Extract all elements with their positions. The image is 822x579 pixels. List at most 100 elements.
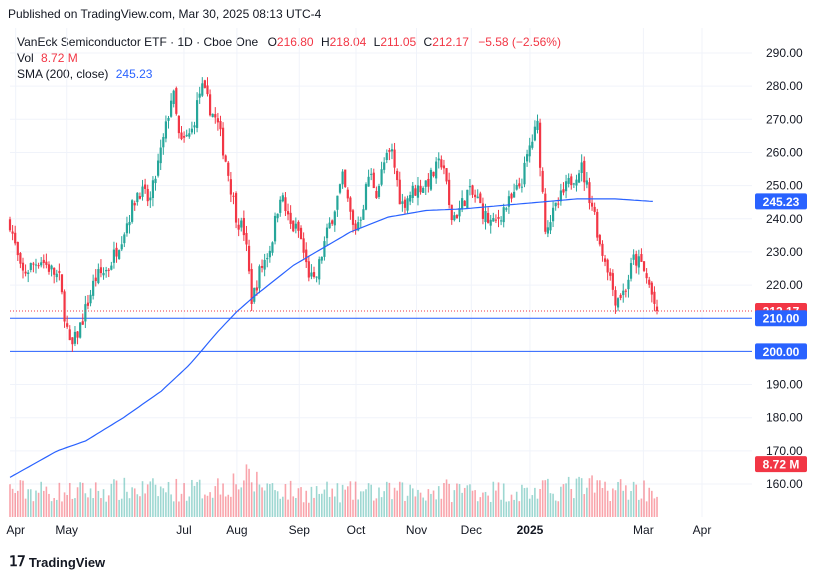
candle-body [564, 181, 568, 192]
volume-bar [248, 468, 250, 517]
volume-bar [310, 486, 313, 517]
candle-body [234, 193, 238, 223]
candle-body [242, 217, 245, 236]
candle-body [435, 161, 438, 179]
candle-body [263, 259, 266, 270]
candle-body [559, 190, 562, 202]
candle-body [224, 155, 227, 162]
candle-body [281, 195, 284, 202]
volume-bar [489, 501, 492, 517]
candle-body [364, 184, 368, 210]
candle-body [525, 154, 529, 162]
volume-bar [437, 486, 440, 517]
price-tick-220.00: 220.00 [766, 278, 803, 292]
candlesticks [8, 77, 659, 352]
candle-body [419, 185, 422, 193]
price-tick-260.00: 260.00 [766, 145, 803, 159]
volume-bar [276, 491, 279, 517]
candle-body [53, 267, 56, 275]
candle-body [523, 162, 526, 185]
candle-body [338, 184, 342, 193]
volume-bar [92, 498, 94, 517]
volume-bar [279, 498, 282, 517]
volume-bar [541, 480, 544, 517]
volume-bar [432, 490, 435, 517]
sma-row: SMA (200, close) 245.23 [17, 66, 561, 82]
volume-bar [495, 490, 497, 517]
volume-bar [619, 479, 622, 517]
volume-bar [19, 480, 22, 517]
candle-body [645, 273, 648, 279]
volume-bar [450, 502, 453, 517]
candle-body [357, 222, 360, 231]
volume-bar [648, 487, 651, 517]
volume-label[interactable]: Vol [17, 51, 34, 65]
candle-body [596, 211, 599, 238]
volume-bar [305, 490, 308, 517]
volume-bar [141, 481, 144, 517]
tradingview-footer[interactable]: 𝟣𝟩 TradingView [9, 554, 105, 570]
volume-bar [606, 490, 609, 517]
candle-body [351, 210, 355, 225]
candle-body [131, 200, 134, 222]
volume-bar [128, 498, 131, 517]
candle-body [538, 122, 542, 168]
candle-body [151, 180, 155, 199]
volume-bar [149, 481, 152, 517]
volume-bar [557, 501, 560, 517]
volume-bar [570, 489, 573, 517]
candle-body [593, 206, 596, 212]
sma-label[interactable]: SMA (200, close) [17, 67, 109, 81]
volume-bar [258, 484, 261, 517]
volume-bar [622, 490, 625, 517]
candle-body [484, 211, 487, 223]
volume-bar [74, 498, 76, 517]
volume-bar [396, 490, 398, 517]
volume-bar [24, 498, 27, 517]
candle-body [611, 273, 614, 290]
volume-bar [463, 487, 466, 517]
candle-body [136, 192, 139, 203]
volume-bar [523, 487, 526, 517]
candle-body [185, 134, 188, 137]
volume-bars [9, 464, 658, 517]
volume-bar [292, 496, 295, 517]
volume-bar [352, 499, 354, 517]
volume-bar [42, 490, 45, 517]
volume-bar [79, 482, 81, 517]
volume-bar [404, 500, 406, 517]
candle-body [149, 197, 152, 201]
volume-bar [84, 493, 87, 517]
candle-body [533, 126, 536, 141]
volume-bar [14, 493, 16, 517]
candle-body [557, 203, 560, 205]
volume-bar [136, 494, 139, 517]
volume-bar [224, 496, 227, 517]
volume-bar [448, 483, 450, 517]
candle-body [577, 173, 581, 183]
candle-body [461, 198, 464, 209]
volume-bar [580, 478, 583, 517]
volume-bar [287, 499, 289, 517]
candle-body [635, 253, 638, 266]
volume-bar [152, 478, 154, 517]
symbol-title[interactable]: VanEck Semiconductor ETF · 1D · Cboe One [17, 35, 259, 49]
volume-bar [9, 484, 11, 517]
candle-body [312, 272, 316, 277]
volume-bar [198, 479, 201, 517]
volume-bar [534, 487, 536, 517]
volume-bar [32, 501, 35, 517]
candle-body [331, 220, 334, 224]
candle-body [346, 189, 349, 199]
volume-bar [29, 489, 32, 517]
price-tick-280.00: 280.00 [766, 79, 803, 93]
volume-bar [102, 489, 105, 517]
candle-body [307, 261, 310, 278]
candle-body [125, 223, 129, 234]
candle-body [227, 162, 230, 176]
volume-bar [508, 501, 510, 517]
volume-bar [458, 484, 461, 517]
candle-body [110, 265, 113, 270]
candle-body [388, 150, 391, 152]
